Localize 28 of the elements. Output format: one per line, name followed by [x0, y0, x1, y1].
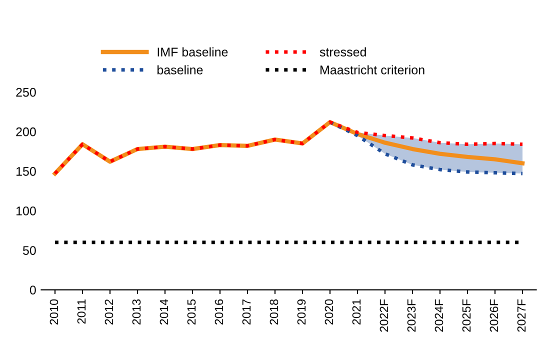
- x-tick-label: 2018: [270, 299, 278, 325]
- x-tick-label: 2014: [160, 299, 168, 325]
- x-tick-label: 2025F: [462, 299, 471, 332]
- x-tick-label: 2011: [77, 299, 86, 324]
- x-tick-label: 2017: [242, 299, 251, 325]
- legend-label: Maastricht criterion: [320, 65, 424, 74]
- x-tick-label: 2022F: [380, 299, 388, 332]
- x-tick-label: 2015: [187, 299, 196, 325]
- x-tick-label: 2019: [297, 299, 306, 325]
- y-tick-label: 150: [16, 166, 36, 176]
- y-tick-label: 200: [16, 127, 36, 136]
- x-tick-label: 2012: [104, 299, 114, 325]
- y-tick-label: 100: [16, 206, 36, 216]
- x-tick-label: 2027F: [517, 299, 526, 332]
- x-tick-label: 2010: [50, 299, 58, 325]
- legend-label: baseline: [157, 65, 203, 74]
- x-tick-label: 2016: [214, 299, 224, 325]
- y-tick-label: 50: [22, 246, 36, 255]
- y-tick-label: 0: [30, 286, 36, 294]
- legend-label: stressed: [320, 47, 366, 56]
- x-tick-label: 2023F: [407, 299, 416, 332]
- x-tick-label: 2021: [352, 299, 361, 325]
- x-tick-label: 2024F: [434, 299, 444, 332]
- x-tick-label: 2020: [324, 299, 334, 325]
- y-tick-label: 250: [16, 88, 36, 97]
- x-tick-label: 2013: [132, 299, 141, 325]
- x-tick-label: 2026F: [490, 299, 498, 332]
- legend-label: IMF baseline: [158, 47, 228, 56]
